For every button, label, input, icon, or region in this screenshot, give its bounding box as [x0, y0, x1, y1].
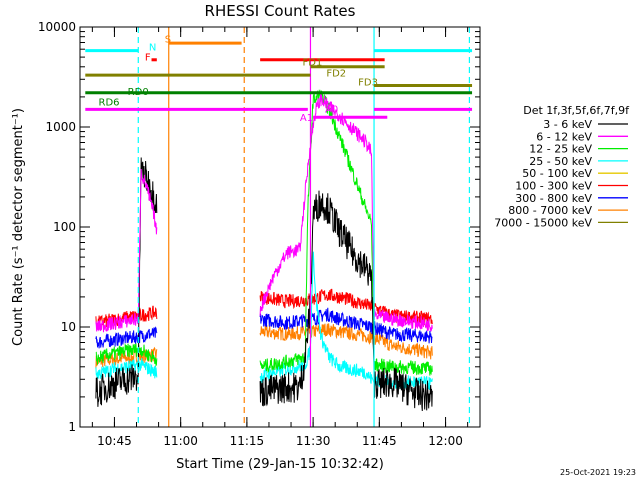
x-tick-label-2: 11:15 — [230, 434, 265, 448]
series-trace-1-0 — [95, 168, 158, 333]
legend-entry-label-7: 800 - 7000 keV — [508, 204, 592, 217]
y-tick-label-0: 1 — [68, 420, 76, 434]
y-tick-label-3: 1000 — [45, 120, 76, 134]
series-trace-3-0 — [95, 358, 158, 380]
x-tick-label-4: 11:45 — [362, 434, 397, 448]
flag-label-6: RD0 — [128, 87, 149, 98]
flag-label-2: S — [165, 34, 171, 45]
flag-label-5: FD3 — [358, 78, 378, 89]
flag-label-3: FD1 — [303, 58, 323, 69]
series-trace-1-1 — [259, 93, 433, 333]
series-trace-6-0 — [95, 326, 158, 349]
axes: 1 10 100 1000 10000 10:45 11:00 11:15 11:30 11:45… — [38, 20, 481, 448]
flag-label-9: A1 — [300, 113, 313, 124]
series-trace-6-1 — [259, 307, 433, 344]
flag-label-0: F — [145, 53, 151, 64]
legend-entry-label-8: 7000 - 15000 keV — [494, 216, 592, 229]
y-axis-label: Count Rate (s⁻¹ detector segment⁻¹) — [11, 108, 26, 346]
flag-label-1: N — [149, 43, 156, 54]
series-trace-2-1 — [259, 89, 433, 376]
series-trace-7-1 — [259, 323, 433, 360]
x-tick-label-0: 10:45 — [97, 434, 132, 448]
legend-entry-label-2: 12 - 25 keV — [529, 143, 592, 156]
y-tick-label-2: 100 — [53, 220, 76, 234]
series-trace-0-1 — [259, 190, 433, 412]
y-tick-label-4: 10000 — [38, 20, 76, 34]
legend-title: Det 1f,3f,5f,6f,7f,9f — [523, 104, 630, 117]
legend-entry-label-0: 3 - 6 keV — [543, 118, 592, 131]
x-tick-label-1: 11:00 — [163, 434, 198, 448]
flag-label-8: A0 — [325, 104, 338, 115]
flag-label-4: FD2 — [326, 68, 346, 79]
chart-title: RHESSI Count Rates — [205, 2, 356, 20]
series-trace-2-0 — [95, 342, 158, 367]
x-axis-label: Start Time (29-Jan-15 10:32:42) — [176, 457, 384, 472]
legend-entry-label-4: 50 - 100 keV — [522, 167, 592, 180]
series-trace-5-1 — [259, 288, 433, 326]
legend-entry-label-6: 300 - 800 keV — [515, 192, 592, 205]
legend-entry-label-5: 100 - 300 keV — [515, 180, 592, 193]
footer-date: 25-Oct-2021 19:23 — [560, 468, 636, 477]
plot-area — [95, 89, 433, 412]
y-tick-label-1: 10 — [61, 320, 76, 334]
legend-entry-label-3: 25 - 50 keV — [529, 155, 592, 168]
x-tick-label-3: 11:30 — [296, 434, 331, 448]
legend-entry-label-1: 6 - 12 keV — [536, 130, 592, 143]
x-tick-label-5: 12:00 — [428, 434, 463, 448]
flag-label-7: RD6 — [99, 97, 120, 108]
